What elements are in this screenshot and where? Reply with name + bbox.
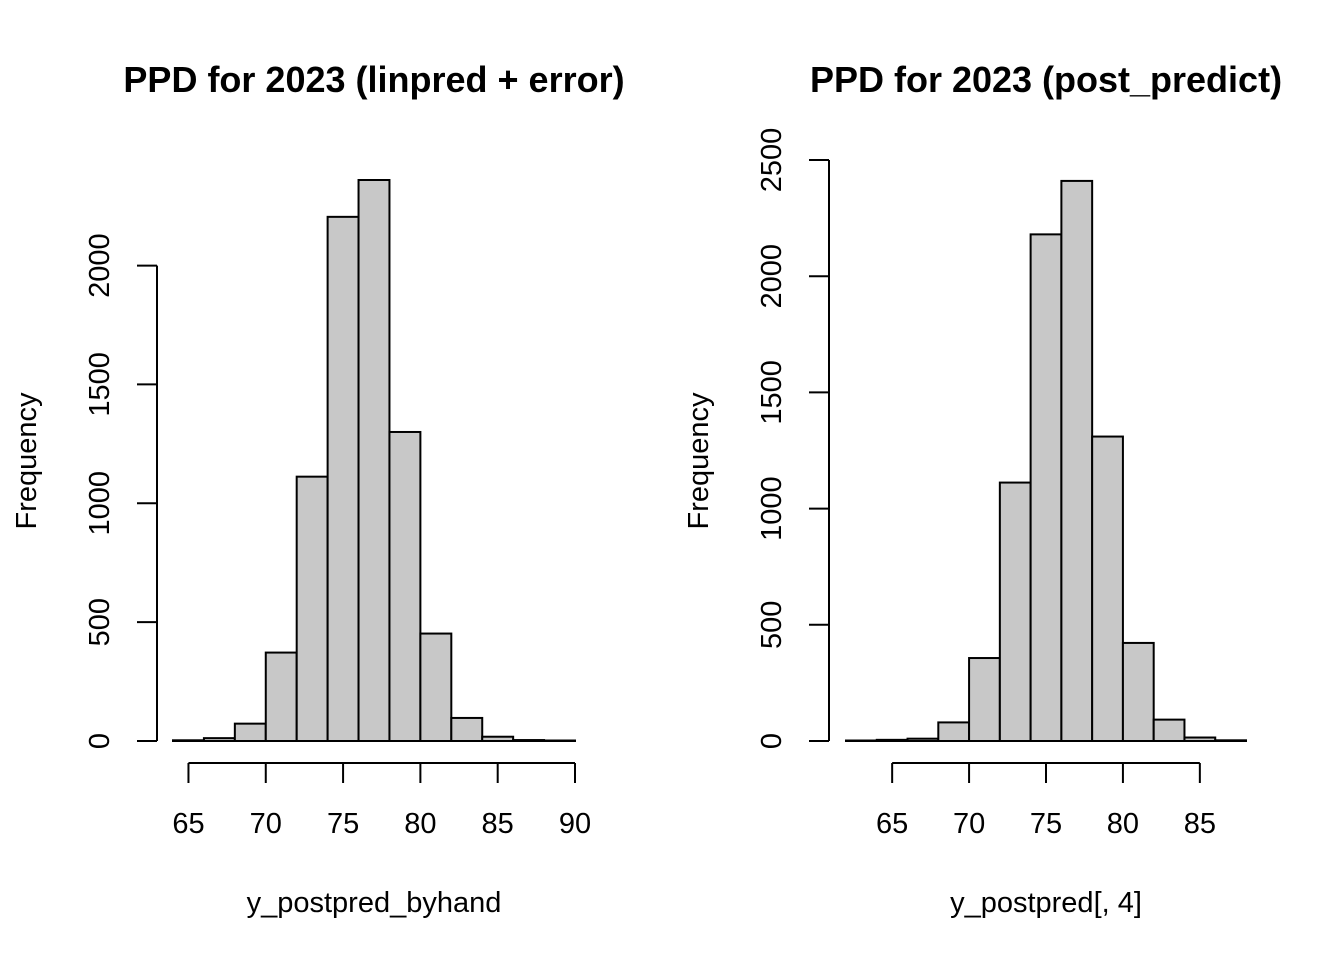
histogram-bar (1091, 435, 1124, 742)
x-tick-label: 90 (559, 808, 591, 840)
x-tick-label: 80 (404, 808, 436, 840)
histogram-bar (295, 475, 329, 742)
x-tick-label: 80 (1107, 808, 1139, 840)
histogram-bar (450, 716, 484, 743)
histogram-panel-post-predict: PPD for 2023 (post_predict) y_postpred[,… (683, 59, 1282, 919)
histogram-bar (233, 722, 267, 742)
histogram-bar (357, 179, 391, 742)
x-axis-label: y_postpred_byhand (247, 887, 502, 919)
histogram-bar (1152, 718, 1186, 743)
x-tick-label: 65 (172, 808, 204, 840)
histogram-bar (172, 739, 205, 743)
x-tick-label: 65 (876, 808, 908, 840)
y-axis: 0 500 1000 1500 2000 (84, 233, 158, 749)
y-tick-label: 2000 (84, 233, 116, 298)
y-tick-label: 500 (84, 598, 116, 646)
histogram-bar (937, 721, 971, 743)
x-axis: 65 70 75 80 85 90 (172, 762, 591, 840)
bar-series (172, 179, 576, 743)
histogram-bar (845, 739, 878, 742)
histogram-bar (543, 739, 576, 742)
histogram-bar (512, 739, 546, 742)
y-tick-label: 500 (756, 601, 788, 649)
x-tick-label: 85 (1184, 808, 1216, 840)
histogram-bar (326, 215, 360, 742)
y-axis-label: Frequency (683, 392, 715, 530)
y-tick-label: 0 (756, 733, 788, 749)
y-tick-label: 1000 (756, 476, 788, 541)
y-tick-label: 1500 (84, 352, 116, 417)
histogram-bar (1183, 736, 1217, 742)
y-tick-label: 1000 (84, 471, 116, 536)
histogram-bar (906, 737, 940, 743)
histogram-bar (419, 632, 453, 743)
histogram-bar (202, 737, 236, 743)
y-tick-label: 2000 (756, 244, 788, 309)
histogram-bar (1214, 739, 1247, 742)
x-axis: 65 70 75 80 85 (876, 762, 1216, 840)
histogram-bar (1060, 179, 1094, 742)
histogram-bar (1121, 641, 1155, 742)
histogram-bar (968, 657, 1001, 742)
chart-title: PPD for 2023 (post_predict) (810, 59, 1282, 100)
histogram-bar (264, 651, 298, 742)
y-tick-label: 0 (84, 733, 116, 749)
y-tick-label: 1500 (756, 360, 788, 425)
chart-title: PPD for 2023 (linpred + error) (123, 59, 624, 100)
y-axis: 0 500 1000 1500 2000 2500 (756, 128, 830, 749)
x-tick-label: 85 (482, 808, 514, 840)
histogram-bar (1029, 233, 1063, 742)
histogram-bar (998, 481, 1032, 742)
histogram-panel-linpred: PPD for 2023 (linpred + error) y_postpre… (11, 59, 625, 919)
x-tick-label: 70 (953, 808, 985, 840)
x-tick-label: 75 (327, 808, 359, 840)
y-axis-label: Frequency (11, 392, 43, 530)
y-tick-label: 2500 (756, 128, 788, 193)
histogram-bar (481, 735, 515, 743)
bar-series (845, 179, 1247, 743)
x-tick-label: 75 (1030, 808, 1062, 840)
x-tick-label: 70 (250, 808, 282, 840)
x-axis-label: y_postpred[, 4] (950, 887, 1142, 919)
histogram-bar (875, 738, 909, 743)
histogram-bar (388, 430, 422, 742)
